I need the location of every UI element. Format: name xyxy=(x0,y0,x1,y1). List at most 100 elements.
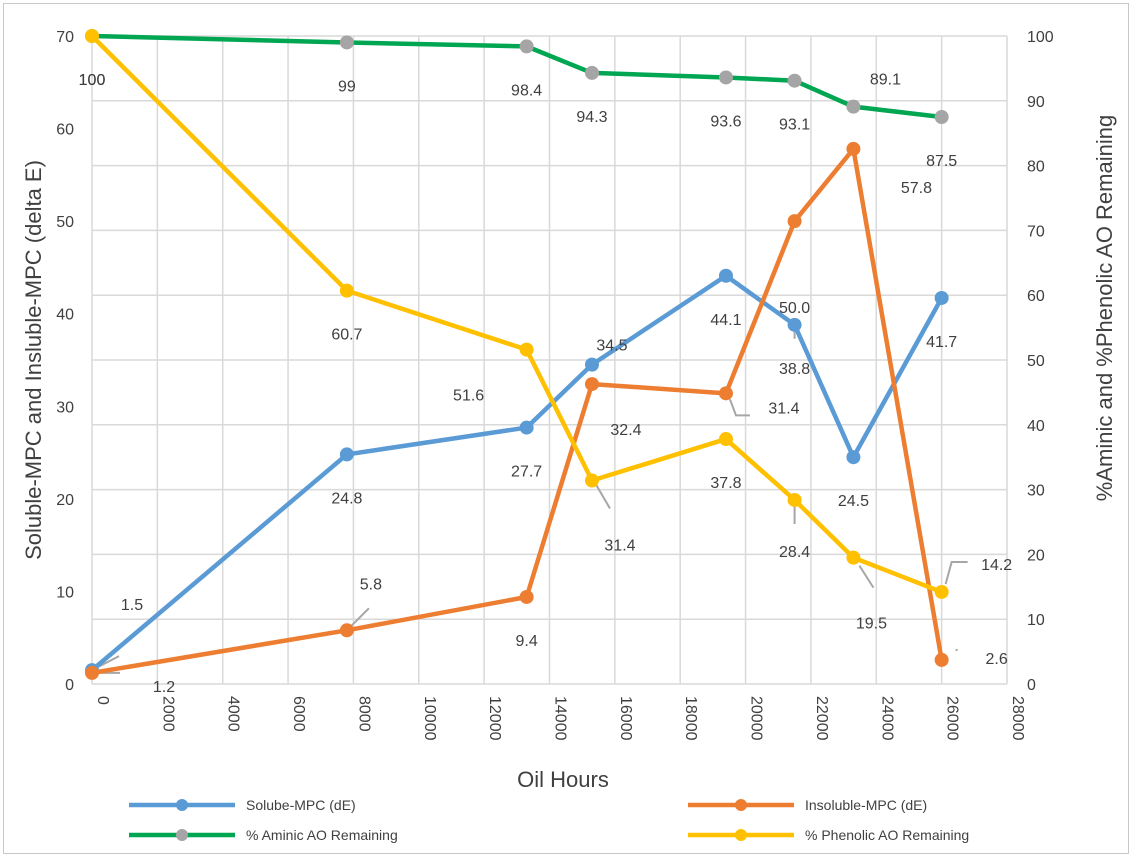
series-point xyxy=(846,550,861,565)
legend-swatch-marker xyxy=(735,829,747,841)
x-tick-label: 24000 xyxy=(878,696,895,741)
series-point xyxy=(787,492,802,507)
data-label: 5.8 xyxy=(360,576,382,593)
data-label: 32.4 xyxy=(610,422,641,439)
series-line xyxy=(89,33,944,595)
series-point xyxy=(584,473,599,488)
x-tick-label: 20000 xyxy=(748,696,765,741)
left-tick-label: 40 xyxy=(56,307,74,324)
legend-swatch-marker xyxy=(176,799,188,811)
series-point xyxy=(519,589,534,604)
series-point xyxy=(584,377,599,392)
legend-swatch-marker xyxy=(735,799,747,811)
x-tick-label: 16000 xyxy=(617,696,634,741)
label-leader-line xyxy=(858,565,875,589)
series-point xyxy=(339,283,354,298)
series-point xyxy=(718,70,733,85)
data-label: 41.7 xyxy=(926,334,957,351)
series-point xyxy=(718,386,733,401)
x-tick-label: 26000 xyxy=(944,696,961,741)
data-label: 51.6 xyxy=(453,388,484,405)
data-label: 38.8 xyxy=(779,361,810,378)
x-tick-label: 2000 xyxy=(159,696,176,732)
series-point xyxy=(934,290,949,305)
data-label: 93.1 xyxy=(779,117,810,134)
x-tick-label: 4000 xyxy=(225,696,242,732)
series-point xyxy=(85,665,99,680)
label-leader-line xyxy=(729,398,750,417)
data-label: 94.3 xyxy=(576,109,607,126)
right-tick-label: 60 xyxy=(1027,288,1045,305)
data-label: 98.4 xyxy=(511,82,542,99)
series-point xyxy=(519,420,534,435)
x-tick-label: 0 xyxy=(94,696,111,705)
series-point xyxy=(934,110,949,124)
series-point xyxy=(846,99,861,114)
data-label: 24.5 xyxy=(838,493,869,510)
data-label: 93.6 xyxy=(710,113,741,130)
data-label: 89.1 xyxy=(870,72,901,89)
x-tick-label: 12000 xyxy=(486,696,503,741)
series-line xyxy=(89,273,944,673)
series-point xyxy=(718,268,733,283)
x-tick-label: 10000 xyxy=(421,696,438,741)
right-tick-label: 100 xyxy=(1027,29,1054,46)
series-point xyxy=(846,450,861,465)
series-point xyxy=(718,432,733,447)
legend: Solube-MPC (dE) Insoluble-MPC (dE) % Amini… xyxy=(129,797,969,843)
series-point xyxy=(787,214,802,229)
right-tick-label: 80 xyxy=(1027,159,1045,176)
x-tick-label: 14000 xyxy=(552,696,569,741)
legend-label: % Phenolic AO Remaining xyxy=(805,827,969,843)
data-label: 57.8 xyxy=(901,180,932,197)
series-point xyxy=(584,357,599,372)
series-point xyxy=(934,652,949,667)
series-point xyxy=(846,141,861,156)
data-label: 50.0 xyxy=(779,300,810,317)
data-label: 14.2 xyxy=(981,557,1012,574)
x-axis-title: Oil Hours xyxy=(517,767,609,792)
series-point xyxy=(584,65,599,80)
x-tick-label: 22000 xyxy=(813,696,830,741)
left-tick-label: 70 xyxy=(56,29,74,46)
label-leader-line xyxy=(595,484,611,510)
label-leader-line xyxy=(350,607,370,628)
legend-label: Insoluble-MPC (dE) xyxy=(805,797,927,813)
data-label: 44.1 xyxy=(710,312,741,329)
data-label: 1.2 xyxy=(153,679,175,696)
series-point xyxy=(339,35,354,50)
legend-label: % Aminic AO Remaining xyxy=(246,827,398,843)
right-tick-label: 30 xyxy=(1027,483,1045,500)
right-tick-label: 10 xyxy=(1027,612,1045,629)
data-label: 9.4 xyxy=(516,633,538,650)
series-lines xyxy=(85,29,949,680)
x-tick-label: 8000 xyxy=(355,696,372,732)
legend-label: Solube-MPC (dE) xyxy=(246,797,356,813)
left-tick-label: 20 xyxy=(56,492,74,509)
label-leader-line xyxy=(944,560,968,585)
data-label: 28.4 xyxy=(779,544,810,561)
right-axis-title: %Aminic and %Phenolic AO Remaining xyxy=(1092,115,1117,501)
data-label: 27.7 xyxy=(511,464,542,481)
data-label: 31.4 xyxy=(768,400,799,417)
data-label: 99 xyxy=(338,78,356,95)
left-tick-label: 30 xyxy=(56,399,74,416)
data-label: 2.6 xyxy=(986,651,1008,668)
series-point xyxy=(339,447,354,462)
left-tick-label: 10 xyxy=(56,584,74,601)
x-axis-ticks: 0 2000 4000 6000 8000 10000 12000 14000 16000 180… xyxy=(94,696,1026,741)
series-point xyxy=(519,39,534,54)
data-label: 24.8 xyxy=(331,490,362,507)
series-point xyxy=(787,317,802,332)
legend-swatch-marker xyxy=(176,829,188,841)
x-tick-label: 6000 xyxy=(290,696,307,732)
right-tick-label: 20 xyxy=(1027,547,1045,564)
right-tick-label: 0 xyxy=(1027,677,1036,694)
x-tick-label: 18000 xyxy=(682,696,699,741)
data-label: 1.5 xyxy=(121,597,143,614)
series-point xyxy=(934,584,949,599)
data-labels: 1.5 24.8 27.7 34.5 44.1 38.8 24.5 41.7 1.2 5.8 9.4… xyxy=(79,72,1013,696)
data-label: 37.8 xyxy=(710,475,741,492)
x-tick-label: 28000 xyxy=(1009,696,1026,741)
